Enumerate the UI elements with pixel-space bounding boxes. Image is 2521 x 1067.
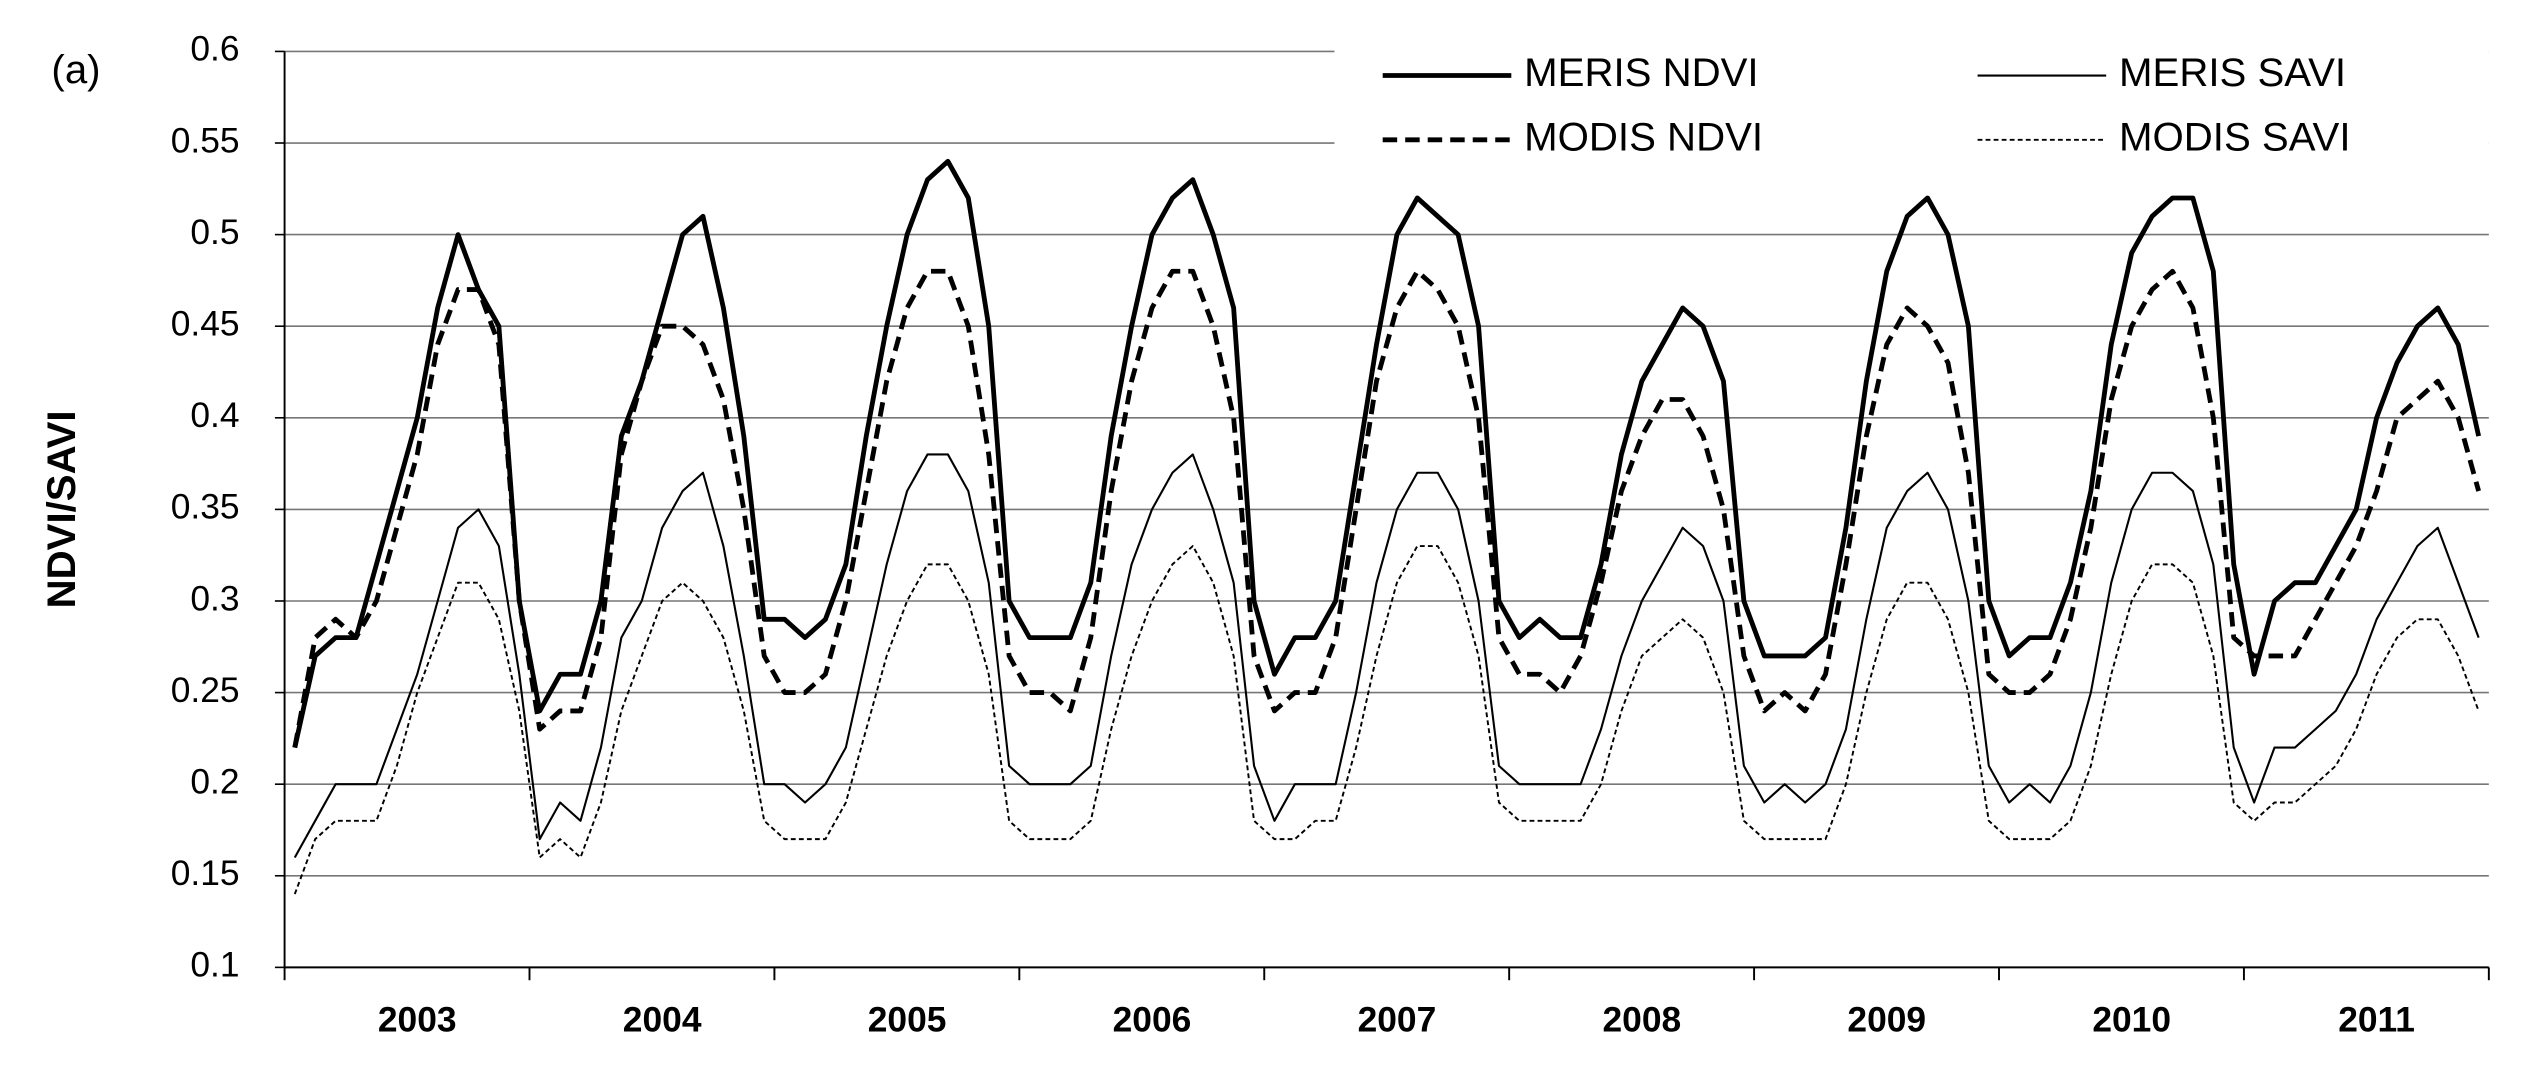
series-line: [293, 453, 2480, 858]
x-tick-label: 2004: [623, 1000, 702, 1039]
legend-label: MERIS SAVI: [2119, 50, 2346, 95]
legend-label: MODIS NDVI: [1524, 114, 1763, 159]
y-tick-label: 0.1: [190, 946, 239, 985]
x-tick-label: 2003: [378, 1000, 457, 1039]
y-tick-label: 0.5: [190, 213, 239, 252]
y-tick-label: 0.15: [171, 854, 240, 893]
y-tick-label: 0.25: [171, 671, 240, 710]
series-line: [293, 545, 2480, 895]
y-tick-label: 0.4: [190, 396, 239, 435]
x-tick-label: 2007: [1358, 1000, 1437, 1039]
x-tick-label: 2008: [1602, 1000, 1681, 1039]
y-axis-label: NDVI/SAVI: [39, 410, 84, 608]
series-line: [292, 268, 2481, 748]
x-tick-label: 2005: [868, 1000, 947, 1039]
y-tick-label: 0.2: [190, 763, 239, 802]
y-tick-label: 0.45: [171, 305, 240, 344]
y-tick-label: 0.3: [190, 579, 239, 618]
series-line: [292, 158, 2481, 749]
y-tick-label: 0.55: [171, 121, 240, 160]
y-tick-label: 0.35: [171, 488, 240, 527]
legend-background: [1334, 38, 2489, 174]
y-tick-label: 0.6: [190, 30, 239, 69]
x-tick-label: 2011: [2338, 1000, 2415, 1039]
x-tick-label: 2010: [2092, 1000, 2171, 1039]
legend-label: MODIS SAVI: [2119, 114, 2350, 159]
legend-label: MERIS NDVI: [1524, 50, 1758, 95]
annotation: (a): [51, 47, 100, 92]
x-tick-label: 2009: [1847, 1000, 1926, 1039]
x-tick-label: 2006: [1113, 1000, 1192, 1039]
